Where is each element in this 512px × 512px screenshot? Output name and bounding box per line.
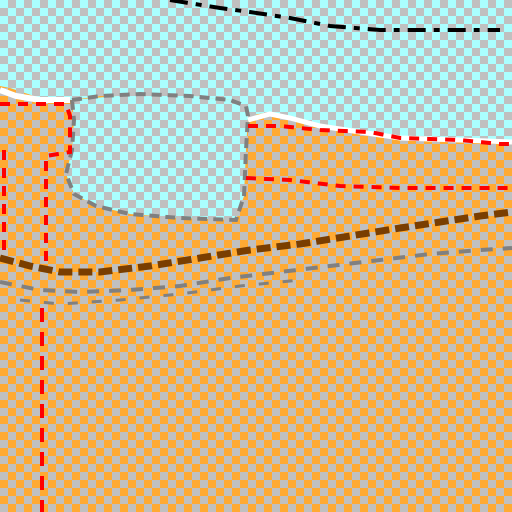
lake-inlet bbox=[66, 94, 248, 220]
shoreline-north bbox=[0, 87, 70, 103]
dirt-track bbox=[0, 208, 512, 276]
track-contour-lower bbox=[19, 278, 301, 306]
boundary-line-inner bbox=[245, 176, 512, 190]
track-contour bbox=[0, 246, 512, 295]
inlet-contour bbox=[63, 91, 251, 223]
boundary-line-east bbox=[248, 124, 512, 146]
lake-area bbox=[0, 0, 512, 140]
road-line bbox=[169, 0, 500, 32]
boundary-line-shore bbox=[0, 102, 72, 262]
